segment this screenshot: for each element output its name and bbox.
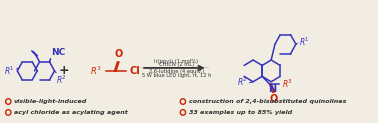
Text: O: O <box>270 94 278 104</box>
Text: $R^1$: $R^1$ <box>4 65 14 77</box>
Text: $R^3$: $R^3$ <box>90 65 102 77</box>
Text: 2,6-lutidine (4 equiv.): 2,6-lutidine (4 equiv.) <box>149 69 204 74</box>
Text: $R^3$: $R^3$ <box>282 78 293 90</box>
Text: N: N <box>268 84 276 94</box>
Text: Cl: Cl <box>130 66 141 76</box>
Text: $R^2$: $R^2$ <box>237 76 247 88</box>
Text: $R^1$: $R^1$ <box>299 36 310 48</box>
Text: visible-light-induced: visible-light-induced <box>14 99 87 104</box>
Text: CH₃CN (2 mL): CH₃CN (2 mL) <box>159 62 194 67</box>
Text: O: O <box>114 49 122 59</box>
Text: +: + <box>59 64 69 77</box>
Text: NC: NC <box>51 48 66 57</box>
Text: acyl chloride as acylating agent: acyl chloride as acylating agent <box>14 110 128 115</box>
Text: $R^2$: $R^2$ <box>56 74 67 86</box>
Text: 33 examples up to 85% yield: 33 examples up to 85% yield <box>189 110 292 115</box>
Text: 5 W blue LED light, rt, 12 h: 5 W blue LED light, rt, 12 h <box>142 73 211 78</box>
Text: construction of 2,4-bisubstituted quinolines: construction of 2,4-bisubstituted quinol… <box>189 99 346 104</box>
Text: Ir(ppy)₃ (1 mol%): Ir(ppy)₃ (1 mol%) <box>154 59 198 64</box>
